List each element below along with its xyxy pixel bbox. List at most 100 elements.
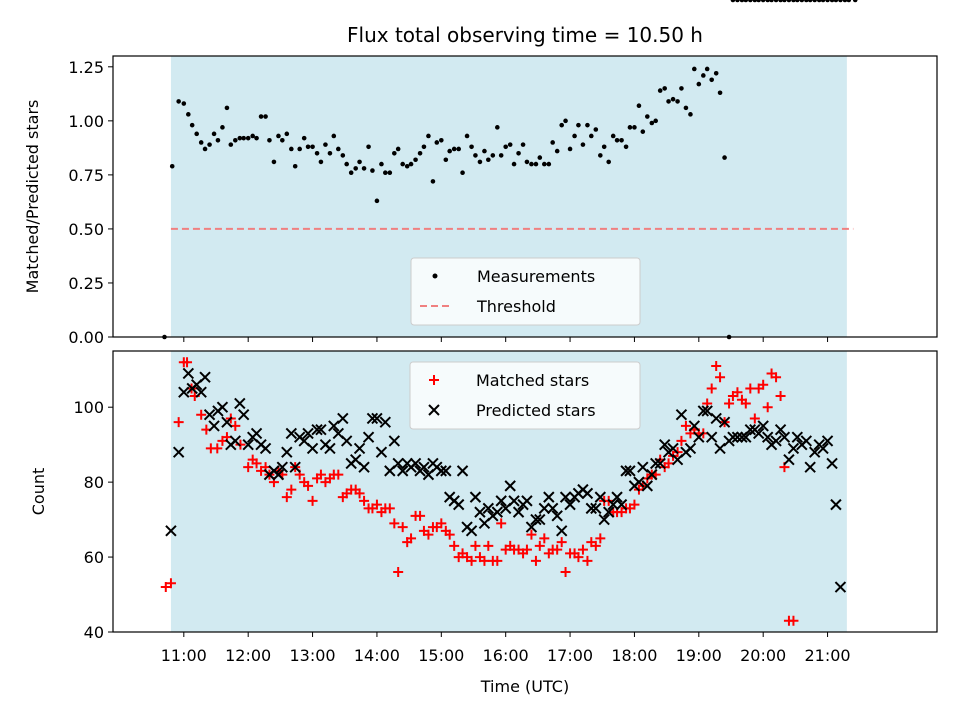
axes-frame (112, 350, 938, 633)
data-point (474, 506, 486, 518)
data-point (559, 491, 572, 503)
bottom-panel: 40 60 80 100 11:00 12:00 13:00 14:00 15:00 16:00 1… (29, 350, 938, 665)
data-point (479, 555, 490, 566)
data-point (611, 491, 623, 503)
data-point (567, 146, 573, 152)
data-point (744, 423, 757, 436)
data-point (375, 446, 388, 458)
data-point (435, 465, 448, 477)
data-point (289, 146, 294, 152)
data-point (516, 150, 521, 156)
data-point (413, 157, 418, 163)
data-point (817, 442, 829, 455)
chart-title: Flux total observing time = 10.50 h (347, 23, 703, 47)
data-point (833, 0, 839, 3)
data-point (834, 581, 847, 593)
data-point (315, 423, 327, 436)
data-point (704, 66, 710, 72)
data-point (551, 510, 563, 522)
data-point (374, 198, 380, 204)
data-point (508, 495, 520, 507)
data-point (693, 431, 705, 443)
data-point (492, 555, 503, 566)
data-point (328, 420, 340, 432)
data-point (297, 146, 302, 152)
data-point (417, 150, 423, 156)
data-point (775, 390, 786, 401)
data-point (711, 360, 722, 371)
data-point (543, 491, 555, 503)
legend: Measurements Threshold (410, 257, 641, 326)
data-point (194, 131, 199, 137)
data-point (620, 465, 632, 477)
data-point (730, 0, 736, 3)
x-tick-label: 15:00 (418, 646, 464, 665)
data-point (473, 153, 478, 158)
x-tick-label: 20:00 (740, 646, 786, 665)
data-point (182, 367, 195, 380)
data-point (718, 416, 731, 428)
data-point (658, 438, 671, 451)
data-point (212, 443, 223, 454)
data-point (550, 140, 555, 145)
series-predicted-stars (165, 367, 847, 593)
data-point (357, 159, 362, 165)
data-point (820, 0, 826, 3)
data-point (582, 555, 593, 566)
data-point (748, 0, 753, 3)
data-point (791, 431, 804, 443)
y-tick-label: 1.25 (68, 58, 104, 77)
data-point (460, 170, 465, 176)
data-point (234, 397, 246, 410)
data-point (649, 457, 662, 470)
data-point (808, 446, 821, 458)
data-point (706, 383, 717, 394)
data-point (787, 442, 800, 455)
data-point (724, 398, 735, 409)
data-point (610, 133, 616, 139)
data-point (470, 540, 481, 551)
data-point (666, 99, 671, 104)
data-point (482, 148, 487, 154)
data-point (675, 408, 688, 421)
data-point (195, 386, 207, 398)
data-point (172, 446, 185, 458)
data-point (537, 155, 543, 160)
data-point (176, 99, 181, 104)
data-point (701, 73, 706, 78)
data-point (340, 435, 353, 447)
data-point (640, 129, 646, 134)
data-point (276, 133, 281, 139)
data-point (281, 492, 292, 503)
data-point (327, 150, 333, 156)
x-tick-label: 19:00 (676, 646, 722, 665)
data-point (629, 499, 640, 510)
data-point (846, 0, 852, 3)
data-point (717, 90, 723, 96)
series-matched-stars (161, 357, 799, 626)
legend-label: Measurements (477, 267, 595, 286)
data-point (307, 495, 318, 506)
data-point (564, 498, 576, 511)
data-point (353, 442, 366, 455)
legend-marker-matched (429, 375, 439, 385)
data-point (688, 420, 701, 432)
data-point (366, 412, 379, 425)
data-point (361, 166, 367, 171)
data-point (521, 544, 532, 555)
data-point (392, 150, 397, 156)
data-point (178, 386, 190, 398)
data-point (683, 105, 689, 111)
data-point (333, 469, 344, 480)
data-point (202, 146, 208, 152)
data-point (318, 159, 324, 165)
data-point (709, 77, 714, 83)
data-point (421, 144, 427, 150)
data-point (254, 135, 259, 141)
data-point (727, 431, 739, 443)
data-point (165, 525, 177, 537)
data-point (362, 431, 375, 443)
data-point (524, 159, 530, 165)
data-point (795, 0, 800, 3)
data-point (688, 112, 693, 117)
